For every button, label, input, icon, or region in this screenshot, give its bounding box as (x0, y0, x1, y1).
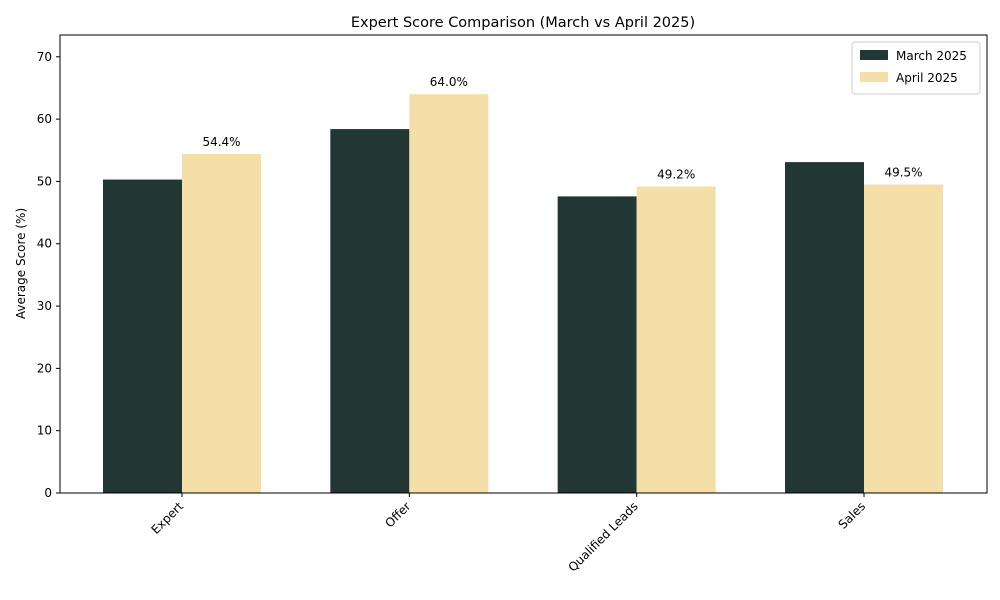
legend-swatch-april (860, 72, 888, 82)
bar-april-expert (182, 154, 261, 493)
x-tick-label-offer: Offer (382, 499, 413, 530)
y-axis-label: Average Score (%) (14, 208, 28, 319)
y-tick-label: 0 (44, 486, 52, 500)
bar-march-sales (785, 162, 864, 494)
data-labels-group: 54.4% 64.0% 49.2% 49.5% (202, 75, 922, 181)
data-label-sales: 49.5% (884, 166, 922, 180)
legend-label-march: March 2025 (896, 49, 967, 63)
x-tick-label-qualified-leads: Qualified Leads (565, 499, 640, 574)
y-tick-label: 50 (37, 174, 52, 188)
bars-group (103, 94, 943, 494)
legend-swatch-march (860, 50, 888, 60)
bar-march-qualified-leads (557, 196, 637, 493)
y-tick-label: 20 (37, 361, 52, 375)
x-tick-label-sales: Sales (836, 499, 868, 531)
data-label-qualified-leads: 49.2% (657, 167, 695, 181)
y-tick-label: 70 (37, 50, 52, 64)
y-axis: 0 10 20 30 40 50 60 70 (37, 50, 60, 500)
bar-march-expert (103, 179, 182, 493)
plot-frame (59, 34, 988, 494)
y-tick-label: 30 (37, 299, 52, 313)
bar-april-qualified-leads (636, 186, 716, 493)
x-tick-label-expert: Expert (148, 499, 186, 537)
data-label-offer: 64.0% (430, 75, 468, 89)
chart-title: Expert Score Comparison (March vs April … (351, 15, 695, 31)
y-tick-label: 10 (37, 424, 52, 438)
data-label-expert: 54.4% (202, 135, 240, 149)
legend: March 2025 April 2025 (851, 41, 981, 95)
legend-label-april: April 2025 (896, 71, 958, 85)
y-tick-label: 40 (37, 237, 52, 251)
y-tick-label: 60 (37, 112, 52, 126)
bar-april-sales (864, 184, 943, 493)
bar-april-offer (409, 94, 489, 494)
bar-march-offer (330, 129, 410, 493)
x-axis: Expert Offer Qualified Leads Sales (148, 493, 868, 575)
